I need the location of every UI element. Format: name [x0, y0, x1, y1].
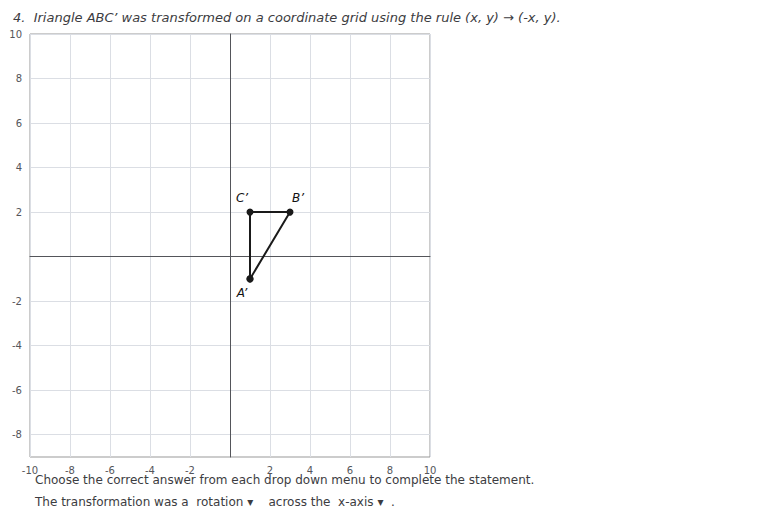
svg-text:6: 6	[346, 464, 354, 476]
svg-text:-6: -6	[12, 385, 22, 396]
svg-text:-2: -2	[185, 464, 195, 476]
svg-text:-4: -4	[145, 464, 155, 476]
svg-text:C’: C’	[236, 191, 248, 205]
svg-text:B’: B’	[292, 191, 304, 205]
svg-text:8: 8	[386, 464, 394, 476]
svg-text:2: 2	[16, 207, 22, 218]
svg-text:-8: -8	[65, 464, 75, 476]
svg-text:-6: -6	[105, 464, 115, 476]
svg-text:-2: -2	[12, 296, 22, 307]
svg-text:-10: -10	[21, 464, 39, 476]
svg-text:-8: -8	[12, 429, 22, 440]
svg-text:2: 2	[266, 464, 274, 476]
svg-text:4: 4	[16, 162, 22, 173]
svg-text:6: 6	[16, 118, 22, 129]
svg-text:The transformation was a rota: The transformation was a rotation ▾ acro…	[34, 495, 395, 509]
svg-text:8: 8	[16, 73, 22, 84]
svg-text:-4: -4	[12, 340, 22, 351]
svg-text:10: 10	[423, 464, 437, 476]
svg-text:4. Ιriangle AΒC’ was transfor: 4. Ιriangle AΒC’ was transformed on a co…	[13, 10, 561, 25]
svg-text:Choose the correct answer from: Choose the correct answer from each drop…	[35, 473, 534, 487]
svg-text:A’: A’	[236, 286, 248, 300]
svg-text:4: 4	[306, 464, 314, 476]
svg-text:10: 10	[9, 29, 22, 40]
